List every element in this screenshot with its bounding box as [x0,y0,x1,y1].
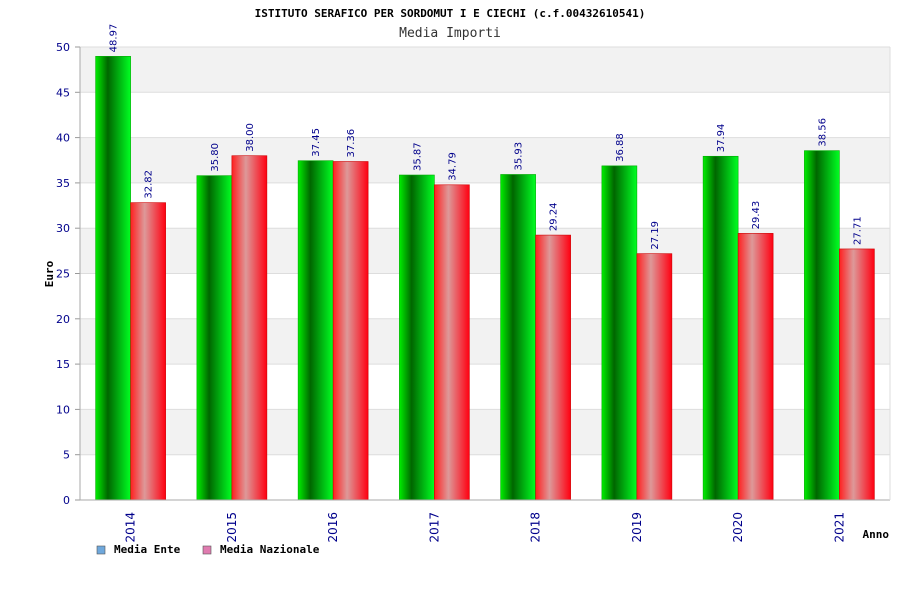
bar-media-ente [500,174,536,501]
y-tick-label: 30 [56,222,70,235]
y-tick-label: 5 [63,449,70,462]
chart-subtitle: Media Importi [399,26,501,41]
bar-media-ente [702,155,739,501]
x-axis-ticks: 2014 2015 2016 2017 2018 2019 2020 2021 [124,512,847,543]
bar-media-nazionale [839,248,875,501]
bar-media-nazionale [130,202,166,501]
x-tick-label: 2015 [225,512,239,543]
bar-media-nazionale [535,234,571,501]
bar-value-label: 38.00 [245,123,256,152]
x-tick-label: 2017 [427,512,441,543]
bar-media-nazionale [231,155,268,501]
bar-value-label: 27.19 [650,221,661,250]
bar-media-nazionale [434,184,470,501]
legend-label-media-nazionale: Media Nazionale [220,543,320,556]
x-tick-label: 2016 [326,512,340,543]
bar-value-label: 38.56 [817,118,828,147]
bar-value-label: 35.87 [412,142,423,171]
plot-band [80,92,890,138]
bar-media-ente [804,150,840,501]
bar-media-nazionale [332,161,369,501]
x-axis-label: Anno [863,528,890,541]
bar-media-ente [196,175,233,501]
y-tick-label: 20 [56,313,70,326]
bars: 48.97 32.82 35.80 38.00 37.45 37.36 35.87 34.79… [95,24,875,501]
y-tick-label: 0 [63,494,70,507]
x-tick-label: 2020 [731,512,745,543]
x-tick-label: 2021 [832,512,846,543]
bar-value-label: 27.71 [852,216,863,245]
plot-band [80,137,890,183]
y-axis-ticks: 0 5 10 15 20 25 30 35 40 45 50 [56,41,80,507]
bar-value-label: 37.36 [346,129,357,158]
y-tick-label: 45 [56,86,70,99]
bar-media-ente [95,56,131,501]
chart-title: ISTITUTO SERAFICO PER SORDOMUT I E CIECH… [255,7,646,20]
legend-swatch-media-nazionale [202,545,212,555]
y-tick-label: 15 [56,358,70,371]
bar-value-label: 35.80 [210,143,221,172]
bar-value-label: 29.43 [751,201,762,230]
bar-value-label: 35.93 [514,142,525,171]
y-tick-label: 35 [56,177,70,190]
bar-value-label: 29.24 [549,202,560,231]
bar-media-ente [297,160,334,501]
bar-media-nazionale [737,233,774,501]
bar-value-label: 48.97 [109,24,120,53]
y-tick-label: 40 [56,132,70,145]
y-tick-label: 25 [56,268,70,281]
bar-value-label: 32.82 [144,170,155,199]
x-tick-label: 2019 [630,512,644,543]
legend-swatch-media-ente [96,545,106,555]
legend-label-media-ente: Media Ente [114,543,181,556]
legend: Media Ente Media Nazionale [96,543,320,556]
bar-value-label: 37.94 [716,124,727,153]
bar-value-label: 36.88 [615,133,626,162]
x-tick-label: 2018 [529,512,543,543]
y-tick-label: 50 [56,41,70,54]
y-tick-label: 10 [56,403,70,416]
bar-media-nazionale [636,253,673,501]
plot-band [80,47,890,93]
bar-media-ente [601,165,638,501]
y-axis-label: Euro [43,260,56,287]
bar-value-label: 34.79 [447,152,458,181]
bar-media-ente [399,174,435,501]
axes [79,47,891,501]
bar-value-label: 37.45 [311,128,322,157]
x-tick-label: 2014 [124,512,138,543]
